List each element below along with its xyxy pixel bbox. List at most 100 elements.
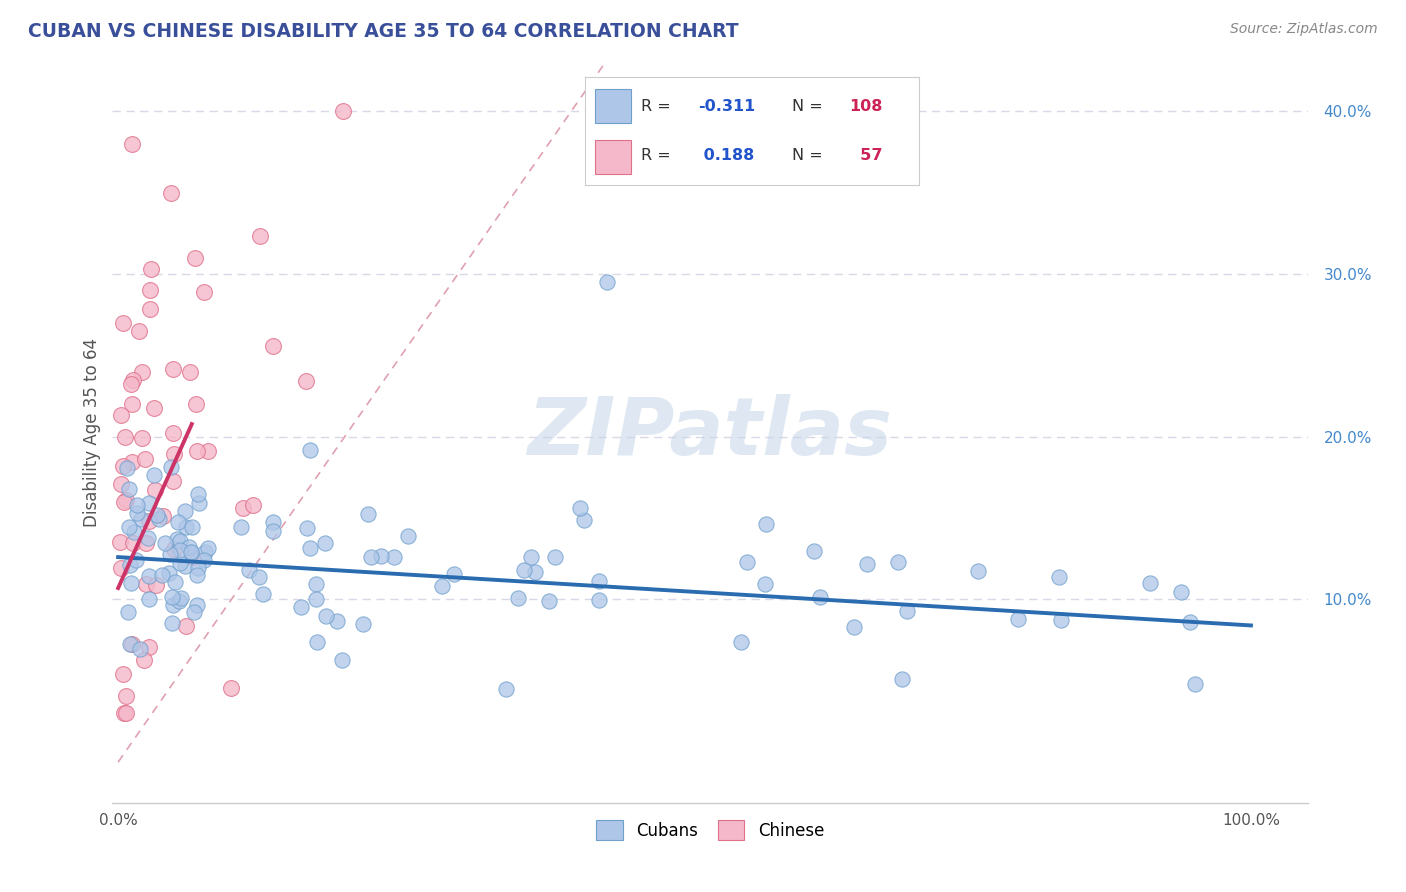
- Point: [357, 507, 380, 521]
- Point: [110, 534, 132, 549]
- Point: [115, 461, 138, 475]
- Point: [197, 444, 219, 458]
- Point: [112, 706, 135, 721]
- Point: [238, 562, 260, 576]
- Point: [856, 557, 879, 571]
- Point: [263, 524, 285, 538]
- Point: [730, 634, 752, 648]
- Point: [169, 534, 191, 549]
- Point: [125, 552, 148, 566]
- Point: [160, 591, 183, 605]
- Point: [588, 574, 610, 589]
- Point: [120, 377, 142, 392]
- Point: [163, 541, 186, 556]
- Point: [574, 513, 596, 527]
- Point: [114, 430, 136, 444]
- Point: [145, 578, 167, 592]
- Point: [112, 667, 135, 681]
- Point: [249, 228, 271, 243]
- Point: [197, 541, 219, 555]
- Point: [247, 570, 270, 584]
- Point: [352, 617, 374, 632]
- Point: [193, 553, 215, 567]
- Point: [169, 556, 191, 570]
- Point: [111, 458, 134, 473]
- Point: [138, 592, 160, 607]
- Point: [1007, 612, 1029, 626]
- Point: [127, 506, 149, 520]
- Point: [129, 641, 152, 656]
- Point: [262, 515, 284, 529]
- Point: [143, 401, 166, 416]
- Point: [112, 495, 135, 509]
- Point: [512, 563, 534, 577]
- Point: [177, 540, 200, 554]
- Point: [305, 577, 328, 591]
- Point: [187, 561, 209, 575]
- Point: [162, 598, 184, 612]
- Text: ZIPatlas: ZIPatlas: [527, 393, 893, 472]
- Point: [193, 285, 215, 300]
- Point: [232, 501, 254, 516]
- Point: [121, 397, 143, 411]
- Point: [138, 514, 160, 528]
- Point: [295, 521, 318, 535]
- Point: [808, 590, 831, 604]
- Point: [330, 653, 353, 667]
- Point: [186, 568, 208, 582]
- Point: [298, 541, 321, 556]
- Point: [138, 640, 160, 654]
- Point: [176, 619, 198, 633]
- Legend: Cubans, Chinese: Cubans, Chinese: [589, 814, 831, 847]
- Point: [131, 431, 153, 445]
- Point: [169, 543, 191, 558]
- Point: [162, 474, 184, 488]
- Point: [159, 547, 181, 561]
- Point: [495, 682, 517, 697]
- Point: [188, 496, 211, 510]
- Point: [890, 672, 912, 686]
- Point: [138, 568, 160, 582]
- Point: [1178, 615, 1201, 629]
- Point: [152, 508, 174, 523]
- Point: [295, 375, 318, 389]
- Point: [110, 477, 132, 491]
- Point: [180, 545, 202, 559]
- Point: [160, 615, 183, 630]
- Point: [143, 483, 166, 498]
- Point: [121, 136, 143, 151]
- Point: [167, 594, 190, 608]
- Point: [120, 576, 142, 591]
- Point: [396, 529, 419, 543]
- Point: [305, 592, 328, 607]
- Point: [121, 535, 143, 549]
- Point: [135, 576, 157, 591]
- Point: [896, 603, 918, 617]
- Point: [131, 365, 153, 379]
- Point: [1139, 576, 1161, 591]
- Point: [159, 459, 181, 474]
- Point: [886, 555, 908, 569]
- Point: [180, 520, 202, 534]
- Point: [262, 339, 284, 353]
- Point: [115, 706, 138, 721]
- Point: [173, 559, 195, 574]
- Point: [252, 587, 274, 601]
- Point: [1170, 584, 1192, 599]
- Point: [111, 316, 134, 330]
- Point: [443, 567, 465, 582]
- Point: [141, 262, 163, 277]
- Point: [520, 550, 543, 565]
- Point: [173, 504, 195, 518]
- Point: [135, 536, 157, 550]
- Point: [174, 519, 197, 533]
- Point: [844, 620, 866, 634]
- Point: [568, 501, 591, 516]
- Point: [432, 579, 454, 593]
- Point: [298, 443, 321, 458]
- Point: [117, 605, 139, 619]
- Point: [134, 452, 156, 467]
- Point: [122, 373, 145, 387]
- Point: [315, 608, 337, 623]
- Point: [186, 599, 208, 613]
